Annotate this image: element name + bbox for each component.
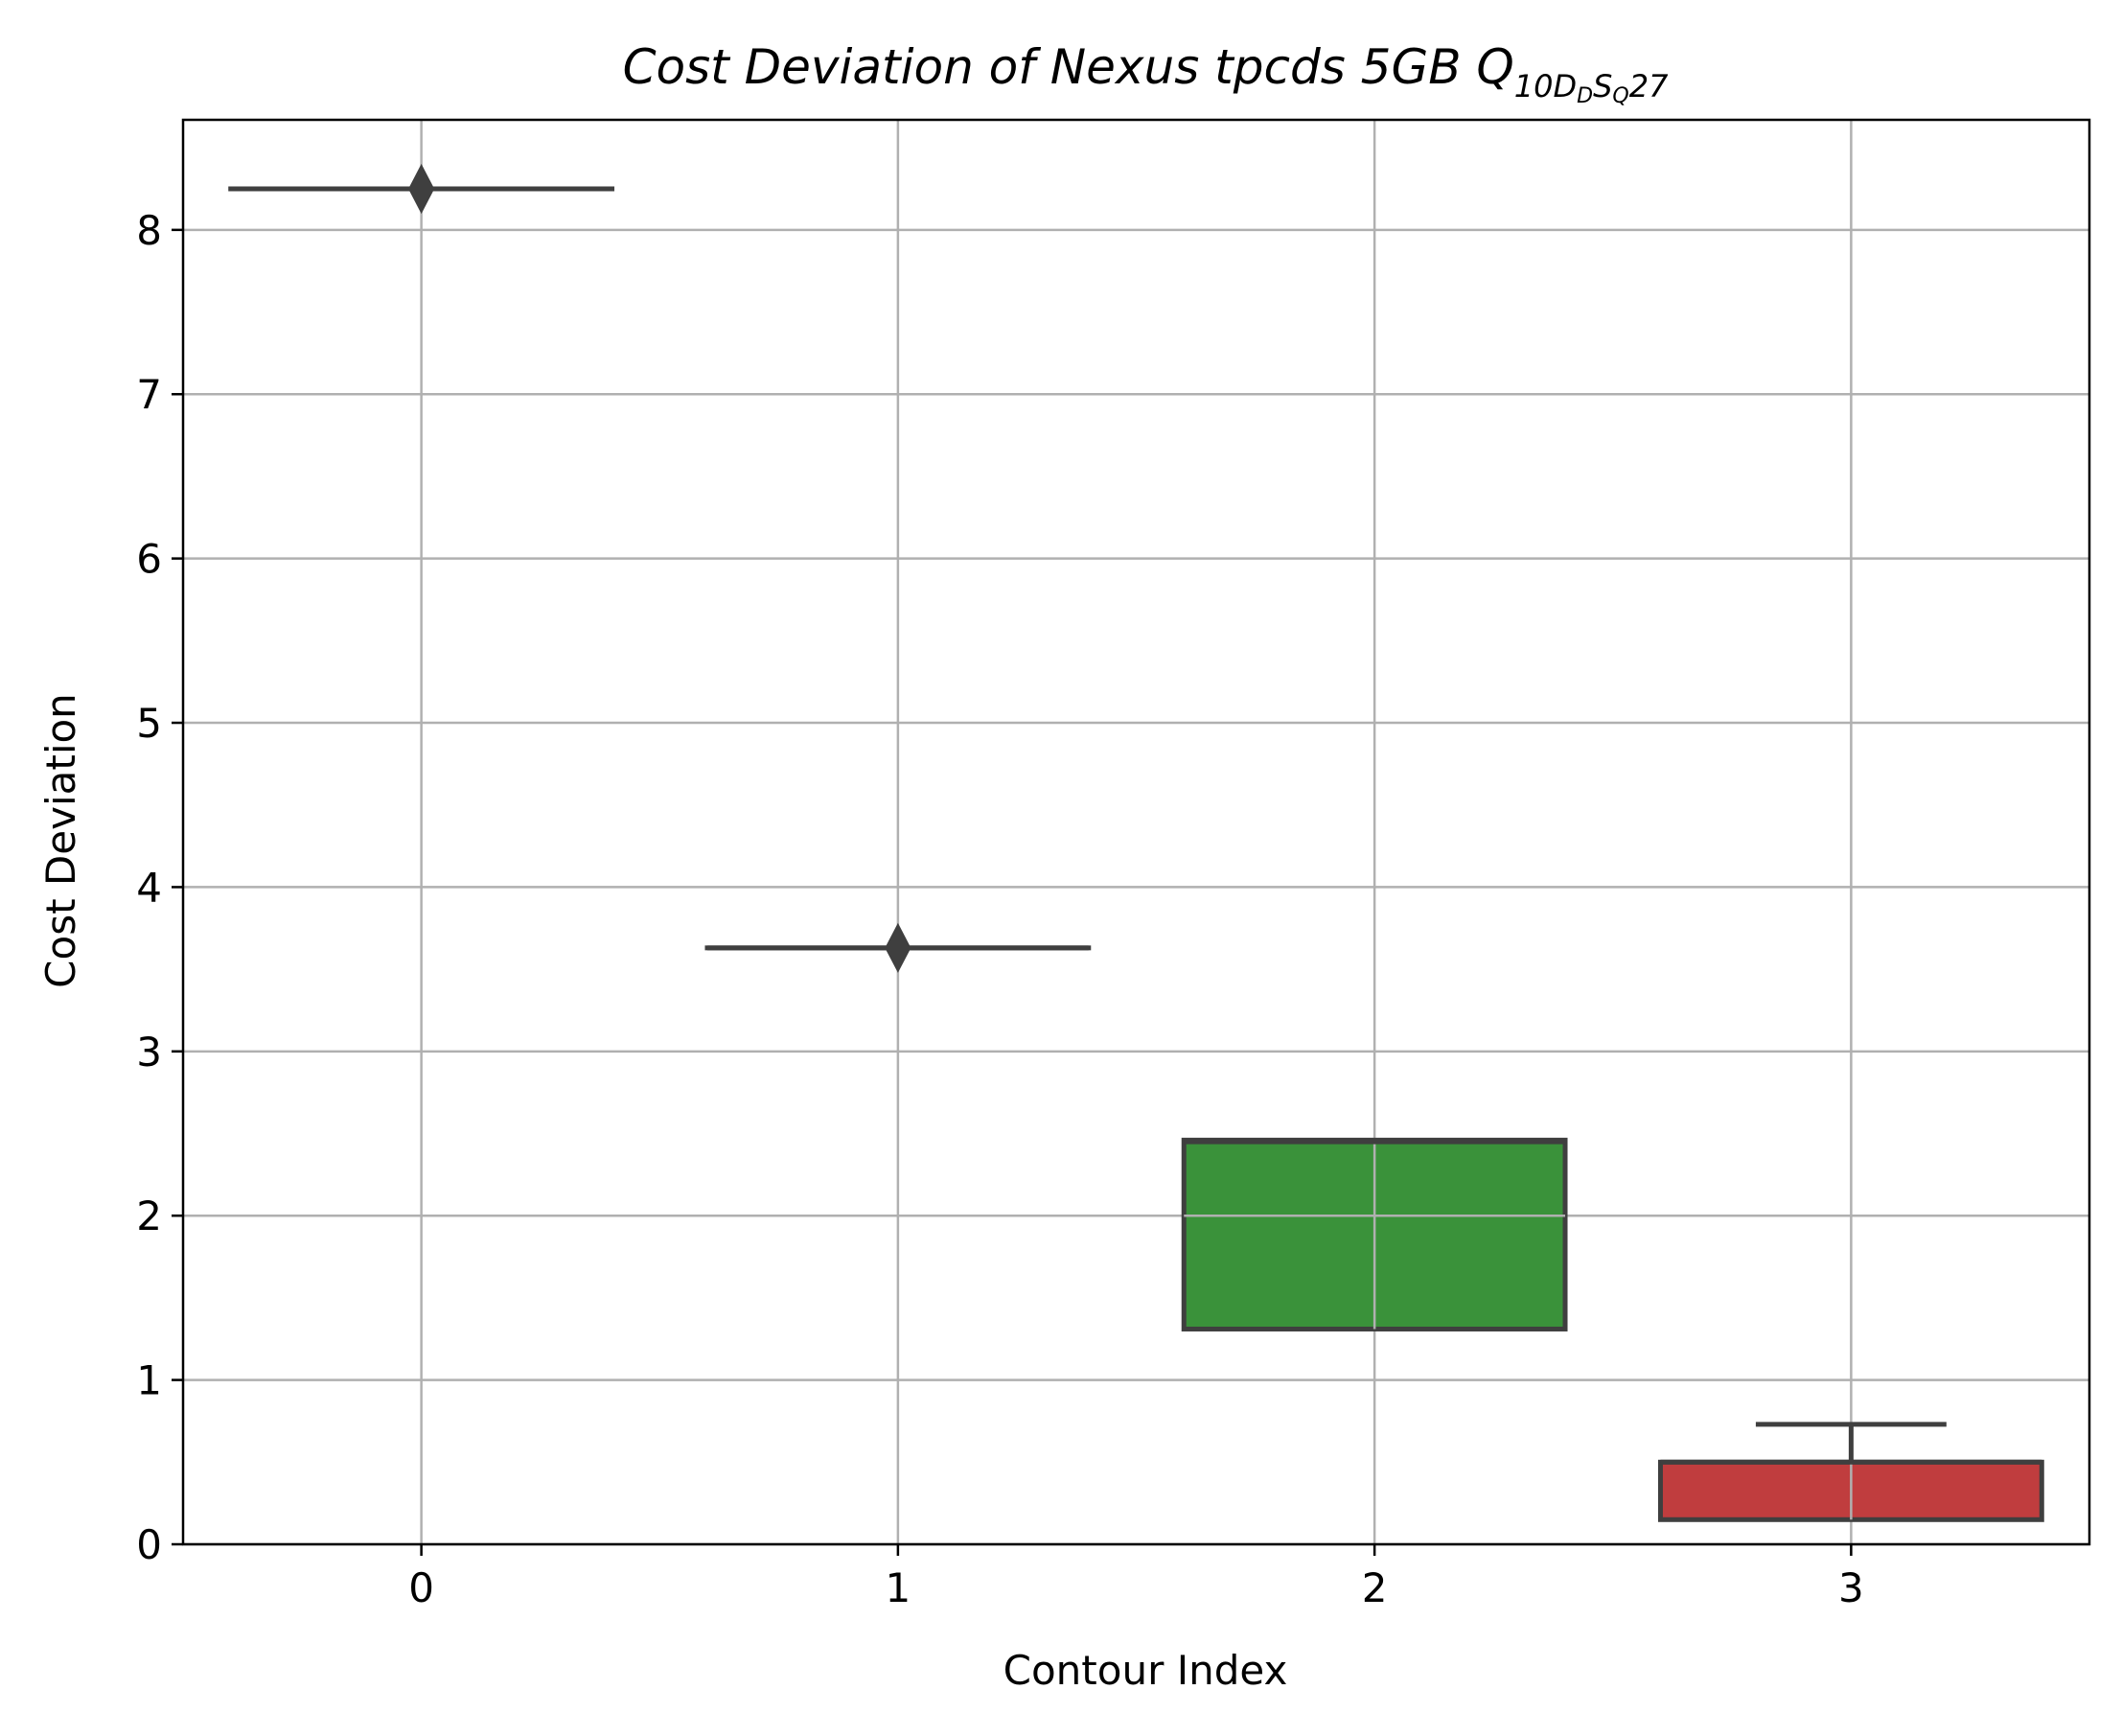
grid-layer xyxy=(183,120,2089,1546)
box-group-3 xyxy=(1657,1422,2044,1522)
chart-title: Cost Deviation of Nexus tpcds 5GB Q10DDS… xyxy=(623,39,1670,108)
y-axis-label: Cost Deviation xyxy=(37,693,84,988)
box-group-2 xyxy=(1181,1137,1568,1331)
x-axis-label: Contour Index xyxy=(1003,1647,1288,1694)
y-tick-label: 5 xyxy=(136,700,162,747)
plot-area-frame xyxy=(181,118,2091,1546)
box-group-1 xyxy=(704,922,1092,973)
y-tick-label: 3 xyxy=(136,1029,162,1076)
x-tick-label: 2 xyxy=(1362,1564,1388,1611)
y-tick-label: 7 xyxy=(136,371,162,418)
box-group-0 xyxy=(228,163,615,215)
y-tick-label: 4 xyxy=(136,864,162,911)
tick-layer: 0 1 2 3 4 5 6 7 8 0 1 2 3 xyxy=(136,207,1863,1611)
y-tick-label: 8 xyxy=(136,207,162,254)
y-tick-label: 0 xyxy=(136,1521,162,1568)
x-tick-label: 1 xyxy=(886,1564,911,1611)
y-tick-label: 2 xyxy=(136,1192,162,1239)
x-tick-label: 3 xyxy=(1838,1564,1864,1611)
y-tick-label: 1 xyxy=(136,1357,162,1404)
y-tick-label: 6 xyxy=(136,536,162,583)
outlier-marker-1 xyxy=(885,922,911,973)
box-layer xyxy=(228,163,2044,1522)
x-tick-label: 0 xyxy=(408,1564,434,1611)
outlier-marker-0 xyxy=(408,163,435,215)
